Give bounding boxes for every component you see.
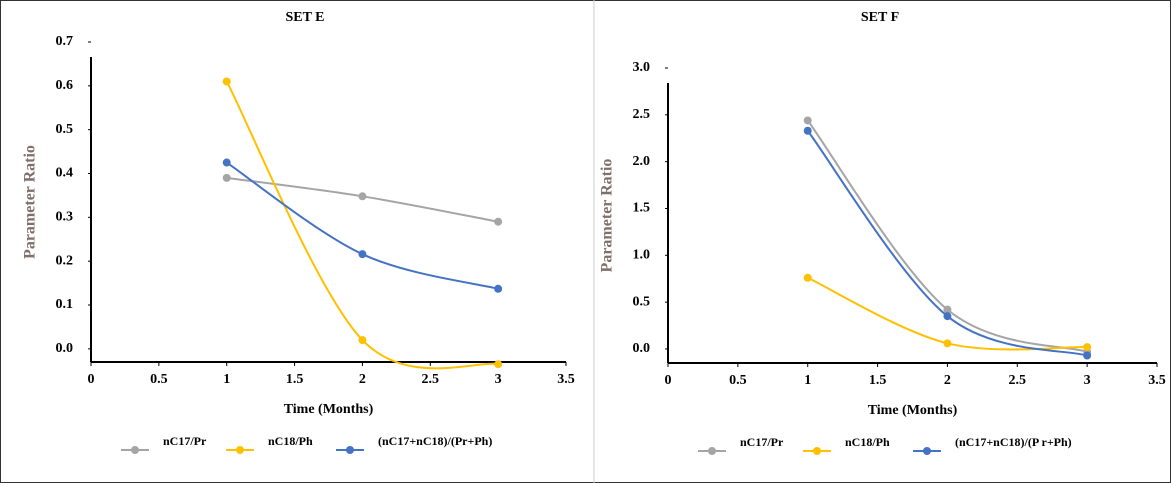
legend-marker — [813, 447, 821, 455]
series-line — [225, 80, 499, 370]
y-tick-label: 3.0 — [633, 60, 651, 75]
x-tick-label: 2.5 — [422, 372, 440, 387]
y-tick-label: 0.4 — [56, 166, 74, 181]
x-tick-label: 2 — [359, 372, 366, 387]
point — [358, 336, 367, 345]
y-tick-label: 0.2 — [56, 253, 74, 268]
legend-label: nC17/Pr — [740, 435, 784, 449]
point — [494, 360, 503, 369]
y-tick-label: 2.0 — [633, 154, 651, 169]
x-tick-label: 0 — [665, 373, 672, 388]
x-tick-label: 1.5 — [286, 372, 304, 387]
x-tick-label: 0 — [88, 372, 95, 387]
x-tick-label: 0.5 — [150, 372, 168, 387]
y-tick-label: 0.1 — [56, 297, 74, 312]
point — [494, 284, 503, 293]
x-tick-label: 1.5 — [869, 373, 887, 388]
x-tick-label: 2 — [944, 373, 951, 388]
y-tick-label: 0.5 — [56, 122, 74, 137]
y-axis-label: Parameter Ratio — [22, 145, 39, 259]
chart-title: SET F — [861, 10, 899, 25]
x-tick-label: 0.5 — [729, 373, 747, 388]
y-tick-label: 1.0 — [633, 248, 651, 263]
y-tick-label: 0.0 — [633, 341, 651, 356]
point — [222, 173, 231, 182]
point — [358, 192, 367, 201]
point — [358, 250, 367, 259]
legend-marker — [346, 446, 354, 454]
y-tick-label: 1.5 — [633, 201, 651, 216]
x-tick-label: 2.5 — [1009, 373, 1027, 388]
point — [943, 339, 952, 348]
chart-title: SET E — [285, 10, 324, 25]
y-tick-label: 0.7 — [56, 34, 74, 49]
point — [1083, 343, 1092, 352]
point — [803, 116, 812, 125]
x-tick-label: 3 — [1084, 373, 1091, 388]
point — [222, 158, 231, 167]
point — [803, 273, 812, 282]
y-tick-label: 0.3 — [56, 210, 74, 225]
y-tick-label: 2.5 — [633, 107, 651, 122]
legend-marker — [923, 447, 931, 455]
legend-label: (nC17+nC18)/(P r+Ph) — [955, 435, 1072, 449]
series-line — [806, 130, 1088, 357]
series-line — [806, 119, 1088, 353]
legend-marker — [236, 446, 244, 454]
legend-marker — [708, 447, 716, 455]
point — [943, 305, 952, 314]
y-tick-label: 0.0 — [56, 341, 74, 356]
y-tick-label: 0.5 — [633, 294, 651, 309]
x-axis-label: Time (Months) — [284, 402, 374, 417]
legend-label: (nC17+nC18)/(Pr+Ph) — [378, 434, 492, 448]
legend-label: nC18/Ph — [845, 435, 890, 449]
legend-label: nC17/Pr — [163, 434, 207, 448]
y-axis-label: Parameter Ratio — [599, 159, 616, 273]
x-tick-label: 1 — [223, 372, 230, 387]
point — [222, 77, 231, 86]
point — [494, 217, 503, 226]
point — [803, 126, 812, 135]
x-tick-label: 3.5 — [1148, 373, 1166, 388]
x-axis-label: Time (Months) — [868, 403, 958, 418]
point — [1083, 351, 1092, 360]
point — [943, 312, 952, 321]
legend-label: nC18/Ph — [268, 434, 313, 448]
y-tick-label: 0.6 — [56, 78, 74, 93]
legend-marker — [131, 446, 139, 454]
x-tick-label: 3 — [495, 372, 502, 387]
x-tick-label: 1 — [804, 373, 811, 388]
x-tick-label: 3.5 — [557, 372, 575, 387]
